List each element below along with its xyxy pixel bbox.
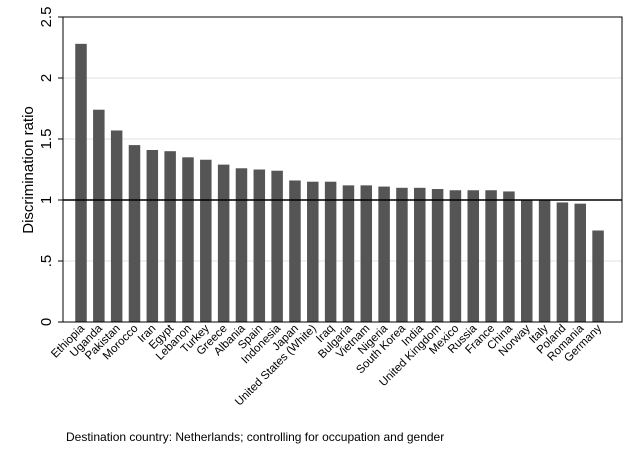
bar <box>164 151 176 322</box>
x-axis: EthiopiaUgandaPakistanMoroccoIranEgyptLe… <box>49 322 604 408</box>
bar <box>538 200 551 322</box>
bar <box>128 145 141 322</box>
bar <box>307 181 319 322</box>
y-tick-label: 1.5 <box>38 129 55 150</box>
bar <box>449 190 462 322</box>
bar <box>431 189 444 322</box>
bar <box>414 187 426 322</box>
bar <box>521 200 533 322</box>
y-axis-label: Discrimination ratio <box>20 106 37 234</box>
bar <box>342 185 355 322</box>
bar <box>592 230 604 322</box>
bar <box>289 180 301 322</box>
bar <box>396 187 408 322</box>
bar <box>146 149 159 322</box>
bar <box>200 159 212 322</box>
y-tick-label: 2.5 <box>38 7 55 28</box>
bar <box>217 164 230 322</box>
bar <box>182 157 194 322</box>
bar <box>574 203 586 322</box>
bar <box>467 190 480 322</box>
bar <box>503 191 515 322</box>
y-tick-label: 2 <box>38 74 55 82</box>
bar <box>324 181 337 322</box>
bar <box>271 170 283 322</box>
chart-footnote: Destination country: Netherlands; contro… <box>66 430 445 444</box>
bar <box>235 168 248 322</box>
bars <box>75 43 604 323</box>
bar <box>93 109 105 322</box>
plot-border <box>62 16 623 323</box>
bar <box>360 185 373 322</box>
bar <box>75 43 87 323</box>
y-tick-label: 0 <box>38 318 55 326</box>
bar <box>253 169 266 322</box>
plot-frame <box>62 16 623 323</box>
y-tick-label: .5 <box>38 255 55 268</box>
bar <box>110 130 123 322</box>
bar <box>378 186 390 322</box>
bar <box>485 190 497 322</box>
bar <box>556 202 569 322</box>
y-tick-label: 1 <box>38 196 55 204</box>
y-axis: 0 .5 1 1.5 2 2.5 <box>38 7 63 326</box>
